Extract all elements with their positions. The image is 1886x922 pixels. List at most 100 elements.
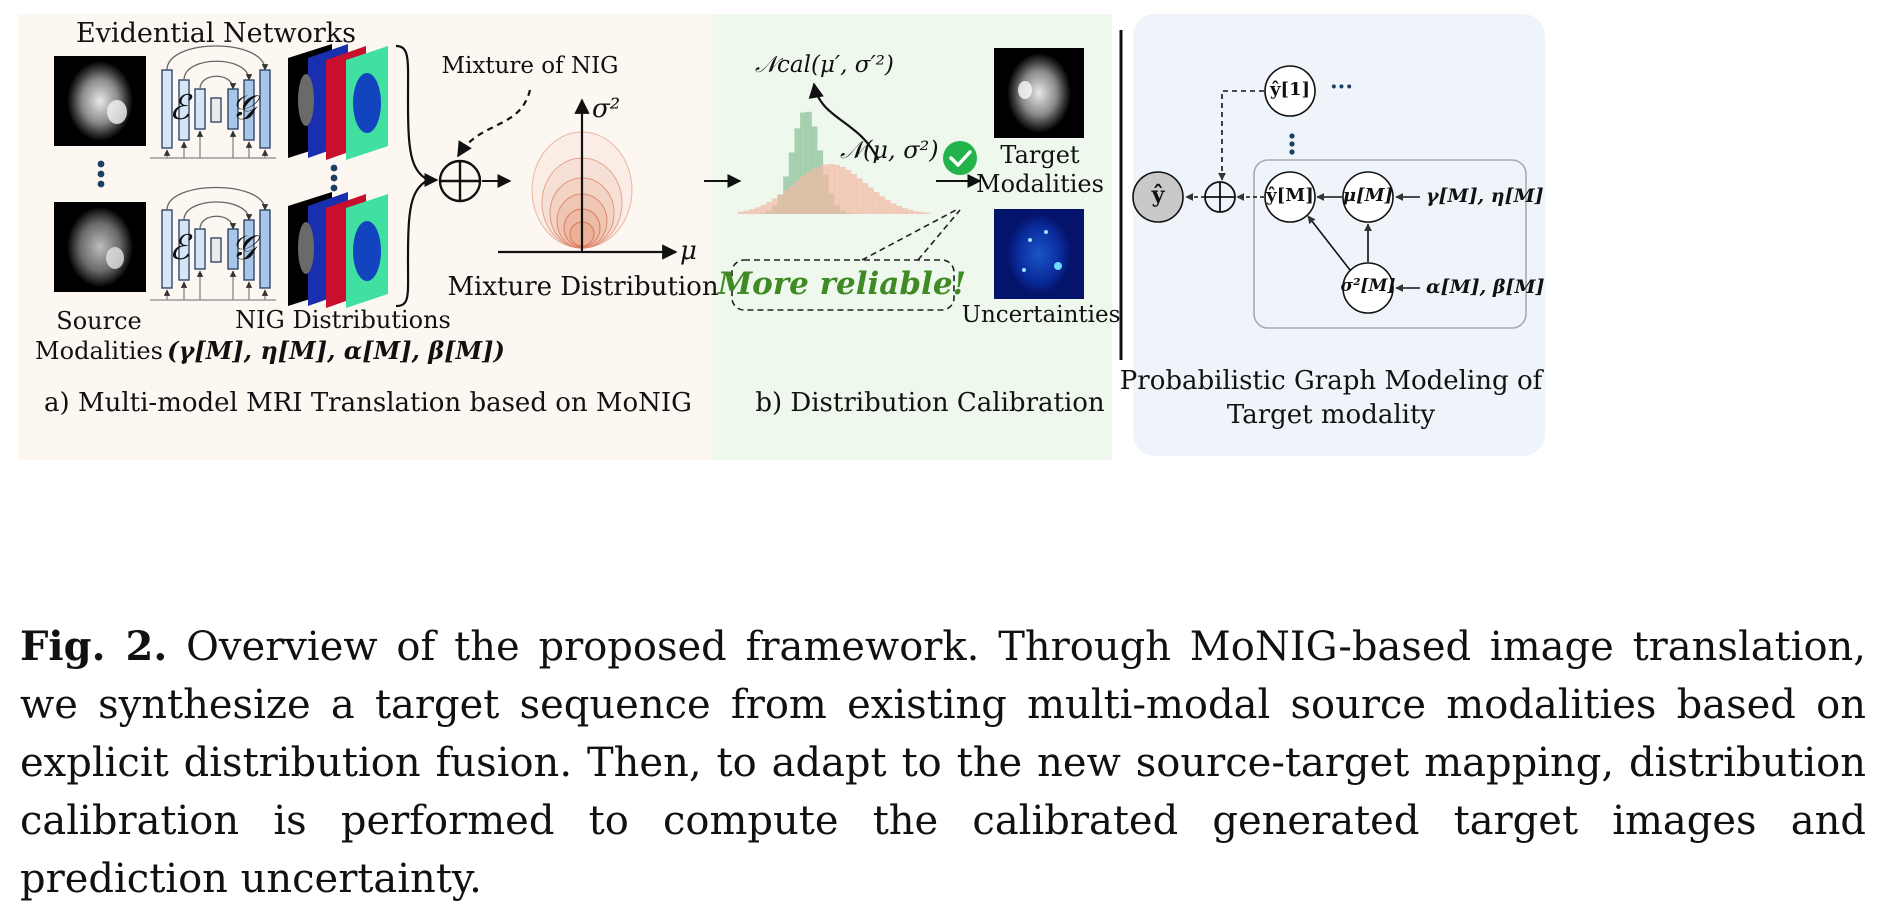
alpha-beta-label: α[M], β[M] (1426, 276, 1545, 298)
gamma-eta-label: γ[M], η[M] (1426, 185, 1544, 207)
mixture-distribution-label: Mixture Distribution (447, 272, 719, 302)
mu-m-node (1342, 171, 1394, 223)
y-hat-label: ŷ (1151, 182, 1165, 208)
histogram-original-bar (834, 164, 840, 214)
histogram-original-bar (856, 178, 863, 214)
y-hat-node (1132, 171, 1184, 223)
histogram-original-bar (811, 168, 818, 214)
histogram-original-bar (805, 172, 812, 214)
sigma-m-node (1342, 262, 1394, 314)
decoder-symbol-2: 𝒢 (231, 228, 256, 268)
decoder-symbol: 𝒢 (231, 88, 256, 128)
encoder-symbol-2: ℰ (169, 228, 190, 268)
histogram-original-bar (822, 164, 829, 214)
fusion-plus-icon (1204, 181, 1236, 213)
caption-text: Overview of the proposed framework. Thro… (20, 624, 1867, 902)
histogram-original-bar (743, 210, 750, 214)
histogram-original-bar (862, 182, 869, 214)
histogram-original-bar (850, 173, 857, 214)
vertical-ellipsis-graph (1289, 133, 1295, 155)
nig-parameters: (γ[M], η[M], α[M], β[M]) (167, 336, 505, 365)
callout-line-2 (917, 209, 961, 261)
target-mri-image (994, 48, 1084, 138)
panel-c-caption-line2: Target modality (1226, 400, 1436, 430)
evidential-networks-label: Evidential Networks (76, 18, 356, 49)
target-modalities-line1: Target (1000, 141, 1080, 169)
y-hat-1-node (1264, 65, 1316, 117)
mixture-of-nig-dashed-arrow (457, 89, 532, 158)
histogram-original-bar (913, 211, 920, 214)
histogram-original-bar (867, 187, 874, 214)
histogram-original-bar (839, 166, 846, 214)
source-modalities-line1: Source (56, 307, 142, 335)
histogram-original-bar (760, 205, 767, 214)
mu-m-label: μ[M] (1342, 185, 1394, 206)
uncertainty-image (994, 209, 1084, 299)
source-modalities-line2: Modalities (35, 337, 163, 365)
panel-b-caption: b) Distribution Calibration (755, 388, 1105, 418)
sigma-m-label: σ²[M] (1340, 276, 1396, 296)
figure-number: Fig. 2. (20, 623, 168, 670)
histogram-original-bar (788, 185, 795, 214)
histogram-original-bar (924, 212, 931, 214)
target-modalities-line2: Modalities (976, 170, 1104, 198)
calibration-arrow (808, 82, 880, 161)
sigma-to-ym-arrow (1307, 215, 1351, 271)
nig-map-stack-2 (288, 192, 388, 308)
mu-axis-label: μ (680, 236, 697, 266)
vertical-ellipsis-source (97, 160, 105, 188)
nig-distributions-label: NIG Distributions (235, 306, 451, 334)
panel-c-caption-line1: Probabilistic Graph Modeling of (1119, 366, 1543, 396)
histogram-calibrated-bar (794, 128, 801, 214)
check-icon (943, 141, 977, 175)
histogram-original-bar (754, 207, 761, 214)
histogram-original-bar (817, 165, 824, 214)
framework-figure: Evidential Networks ℰ 𝒢 ℰ 𝒢 Source Modal… (18, 14, 1545, 460)
histogram-original-bar (901, 208, 908, 214)
y-hat-m-node (1264, 171, 1316, 223)
evidential-network-2 (150, 186, 276, 301)
histogram-original-bar (879, 196, 886, 214)
histogram-original-bar (794, 180, 801, 214)
histogram-original-bar (749, 209, 756, 214)
histogram-original-bar (896, 206, 903, 214)
histogram-calibrated-bar (800, 112, 807, 214)
source-mri-image-2 (54, 202, 146, 292)
calibrated-distribution-label: 𝒩cal(μ′, σ′²) (755, 52, 894, 78)
source-mri-image-1 (54, 56, 146, 146)
nig-map-stack-1 (288, 44, 388, 160)
histogram-original-bar (777, 194, 784, 214)
y-hat-m-label: ŷ[M] (1266, 185, 1314, 206)
figure-caption: Fig. 2. Overview of the proposed framewo… (20, 618, 1866, 908)
histogram-calibrated-bar (805, 111, 812, 214)
mixture-of-nig-label: Mixture of NIG (441, 53, 619, 79)
more-reliable-label: More reliable! (717, 266, 967, 302)
histogram-original-bar (884, 200, 891, 214)
histogram-original-bar (828, 164, 835, 214)
histogram-original-bar (918, 212, 925, 214)
histogram-original-bar (738, 211, 744, 214)
histogram-original-bar (890, 203, 897, 214)
uncertainties-label: Uncertainties (961, 302, 1121, 328)
histogram-original-bar (873, 192, 880, 214)
encoder-symbol: ℰ (169, 88, 190, 128)
evidential-network-1 (150, 45, 276, 159)
horizontal-ellipsis: ··· (1330, 74, 1353, 100)
y1-to-plus-arrow (1218, 90, 1264, 181)
callout-line-1 (861, 209, 957, 261)
original-distribution-label: 𝒩(μ, σ²) (840, 136, 939, 164)
reliable-callout-box (731, 259, 955, 311)
histogram-original-bar (800, 176, 807, 214)
histogram-original-bar (783, 190, 790, 214)
plate-box (1253, 159, 1527, 329)
figure-graphics (18, 14, 1545, 460)
histogram-original-bar (766, 202, 773, 214)
histogram-original (738, 164, 931, 214)
histogram-calibrated-bar (788, 152, 795, 214)
histogram-original-bar (771, 198, 778, 214)
y-hat-1-label: ŷ[1] (1269, 79, 1311, 100)
vertical-ellipsis-nig (330, 164, 338, 192)
panel-a-caption: a) Multi-model MRI Translation based on … (44, 388, 692, 418)
sigma-axis-label: σ² (592, 94, 621, 124)
histogram-original-bar (907, 209, 914, 214)
